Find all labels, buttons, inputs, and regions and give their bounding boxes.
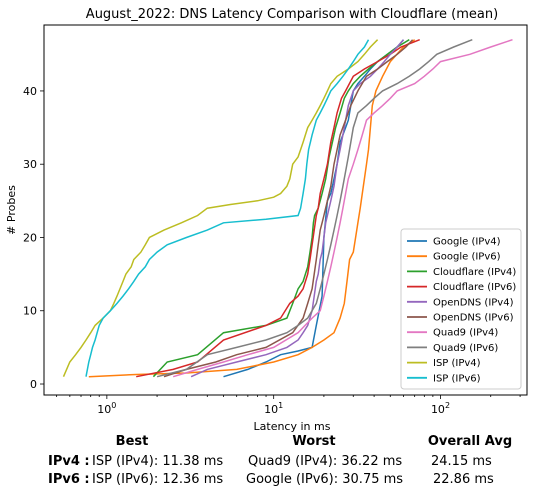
legend-entry: Quad9 (IPv6) xyxy=(433,343,498,354)
legend-box xyxy=(400,228,522,390)
legend-entry: Cloudflare (IPv6) xyxy=(433,282,516,293)
summary-row-label: IPv6 : xyxy=(48,472,90,487)
legend-entry: Cloudflare (IPv4) xyxy=(433,267,516,278)
summary-header-best: Best xyxy=(115,434,149,449)
summary-avg-value: 22.86 ms xyxy=(433,472,494,487)
series-line xyxy=(136,39,420,378)
summary-best-value: ISP (IPv6): 12.36 ms xyxy=(92,472,224,487)
summary-header-worst: Worst xyxy=(292,434,336,449)
legend: Google (IPv4) Google (IPv6) Cloudflare (IP… xyxy=(400,228,522,390)
plot-frame xyxy=(43,24,528,396)
y-tick-label: 40 xyxy=(23,85,37,98)
plot-lines xyxy=(62,38,513,378)
legend-entry: ISP (IPv6) xyxy=(433,373,481,384)
latency-chart: August_2022: DNS Latency Comparison with… xyxy=(5,7,528,432)
series-line xyxy=(88,39,416,378)
summary-worst-value: Quad9 (IPv4): 36.22 ms xyxy=(248,454,403,469)
x-tick-label: 102 xyxy=(431,401,450,416)
summary-worst-value: Google (IPv6): 30.75 ms xyxy=(246,472,404,487)
legend-entry: OpenDNS (IPv4) xyxy=(433,297,514,308)
series-line xyxy=(85,39,370,377)
y-tick-label: 10 xyxy=(23,305,37,318)
series-line xyxy=(163,39,414,378)
x-tick-label: 101 xyxy=(264,401,283,416)
summary-row-label: IPv4 : xyxy=(48,454,90,469)
y-axis-label: # Probes xyxy=(5,185,18,235)
legend-entry: Google (IPv4) xyxy=(433,237,501,248)
x-axis: 100 101 102 xyxy=(56,395,521,416)
summary-avg-value: 24.15 ms xyxy=(431,454,492,469)
summary-header-avg: Overall Avg xyxy=(427,434,513,449)
chart-title: August_2022: DNS Latency Comparison with… xyxy=(86,7,498,22)
legend-entry: Quad9 (IPv4) xyxy=(433,328,498,339)
summary-table: Best Worst Overall Avg IPv4 : ISP (IPv4)… xyxy=(0,432,548,496)
x-axis-label: Latency in ms xyxy=(254,420,331,432)
legend-entry: Google (IPv6) xyxy=(433,252,501,263)
summary-best-value: ISP (IPv4): 11.38 ms xyxy=(92,454,224,469)
series-line xyxy=(172,38,513,378)
x-tick-label: 100 xyxy=(97,401,116,416)
y-tick-label: 0 xyxy=(30,378,37,391)
y-tick-label: 20 xyxy=(23,231,37,244)
series-line xyxy=(156,39,473,378)
series-line xyxy=(152,39,410,378)
legend-entry: OpenDNS (IPv6) xyxy=(433,313,514,324)
series-line xyxy=(190,39,405,378)
y-tick-label: 30 xyxy=(23,158,37,171)
y-axis: 0 10 20 30 40 xyxy=(23,85,44,391)
legend-entry: ISP (IPv4) xyxy=(433,358,481,369)
